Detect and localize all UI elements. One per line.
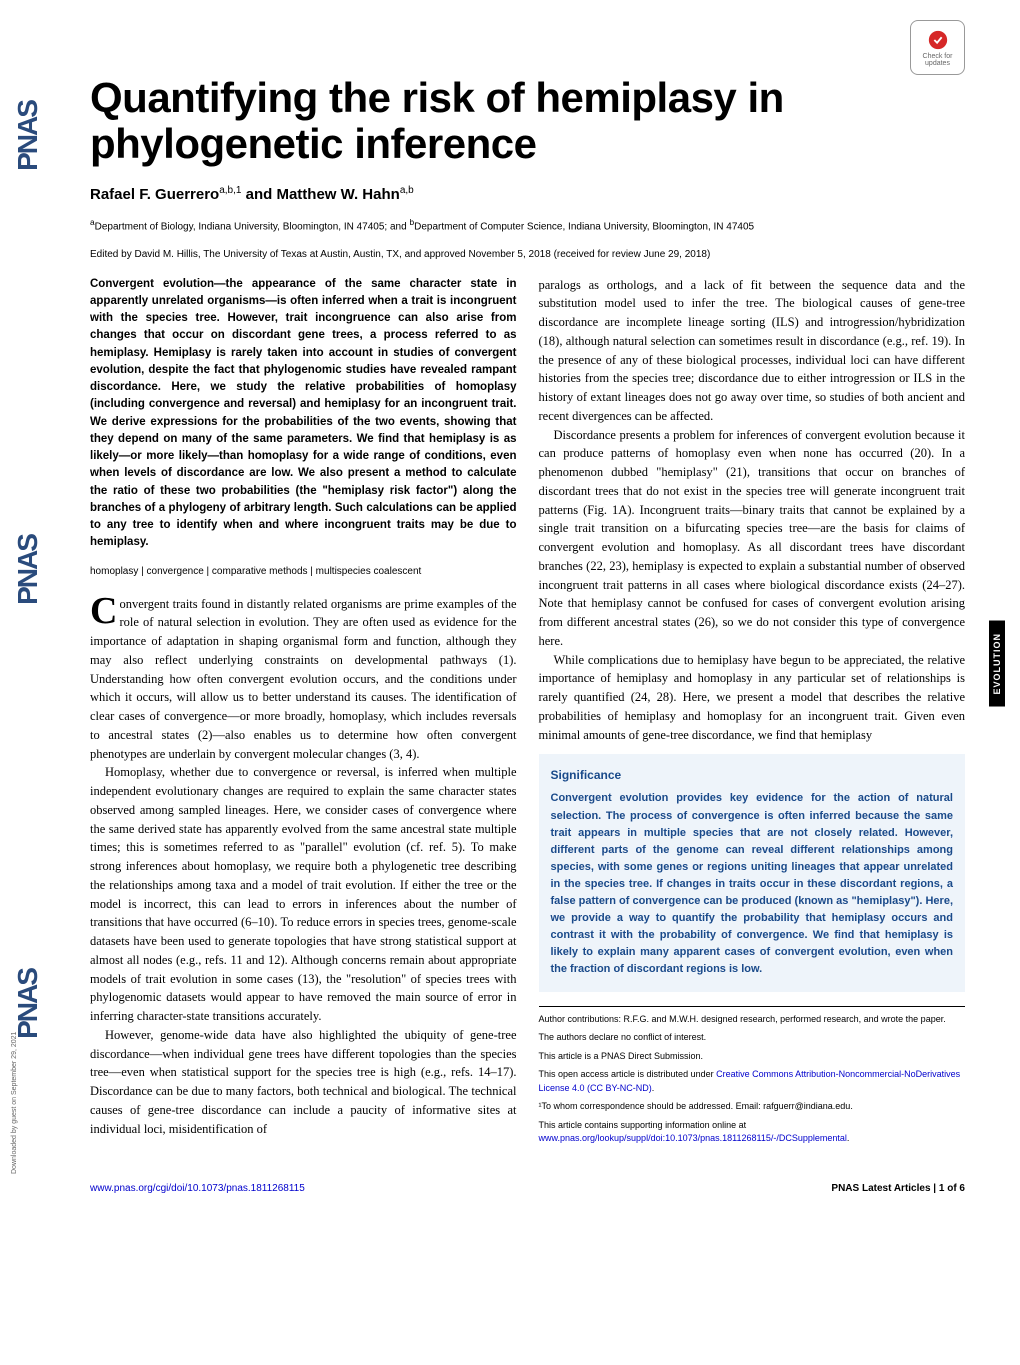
page-number: PNAS Latest Articles | 1 of 6 [831,1183,965,1194]
journal-logo: PNAS [12,969,44,1039]
body-paragraph: Homoplasy, whether due to convergence or… [90,763,517,1026]
significance-box: Significance Convergent evolution provid… [539,754,966,992]
body-left: Convergent traits found in distantly rel… [90,595,517,1139]
significance-body: Convergent evolution provides key eviden… [551,790,954,978]
page-footer: www.pnas.org/cgi/doi/10.1073/pnas.181126… [90,1179,965,1194]
body-right: paralogs as orthologs, and a lack of fit… [539,276,966,745]
downloaded-stamp: Downloaded by guest on September 29, 202… [11,1032,18,1174]
footnotes: Author contributions: R.F.G. and M.W.H. … [539,1006,966,1146]
abstract: Convergent evolution—the appearance of t… [90,276,517,552]
right-column: EVOLUTION paralogs as orthologs, and a l… [539,276,966,1151]
body-paragraph: Discordance presents a problem for infer… [539,426,966,651]
supplement-link[interactable]: www.pnas.org/lookup/suppl/doi:10.1073/pn… [539,1133,847,1143]
footnote-rule [539,1006,966,1007]
doi-link[interactable]: www.pnas.org/cgi/doi/10.1073/pnas.181126… [90,1183,305,1194]
check-label-1: Check for [923,53,953,60]
supplement-line: This article contains supporting informa… [539,1119,966,1146]
check-icon [927,29,949,51]
journal-sidebar: PNAS PNAS PNAS [8,120,48,1020]
submission-type: This article is a PNAS Direct Submission… [539,1050,966,1064]
check-label-2: updates [925,60,950,67]
page-container: PNAS PNAS PNAS Check for updates Quantif… [0,0,1020,1234]
affiliations: aDepartment of Biology, Indiana Universi… [90,217,965,234]
two-column-body: Convergent evolution—the appearance of t… [90,276,965,1151]
body-paragraph: However, genome-wide data have also high… [90,1026,517,1139]
license-line: This open access article is distributed … [539,1068,966,1095]
body-paragraph: paralogs as orthologs, and a lack of fit… [539,276,966,426]
body-paragraph: Convergent traits found in distantly rel… [90,595,517,764]
significance-title: Significance [551,768,954,782]
article-title: Quantifying the risk of hemiplasy in phy… [90,75,965,167]
left-column: Convergent evolution—the appearance of t… [90,276,517,1151]
dropcap: C [90,595,119,627]
author-contributions: Author contributions: R.F.G. and M.W.H. … [539,1013,966,1027]
journal-logo: PNAS [12,101,44,171]
correspondence: ¹To whom correspondence should be addres… [539,1100,966,1114]
journal-logo: PNAS [12,535,44,605]
check-updates-badge[interactable]: Check for updates [910,20,965,75]
conflict-statement: The authors declare no conflict of inter… [539,1031,966,1045]
edited-by: Edited by David M. Hillis, The Universit… [90,249,965,260]
body-paragraph: While complications due to hemiplasy hav… [539,651,966,745]
authors: Rafael F. Guerreroa,b,1 and Matthew W. H… [90,185,965,203]
section-tab: EVOLUTION [989,621,1005,707]
keywords: homoplasy | convergence | comparative me… [90,566,517,577]
